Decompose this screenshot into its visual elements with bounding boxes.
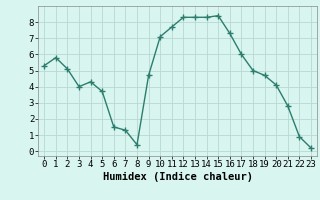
X-axis label: Humidex (Indice chaleur): Humidex (Indice chaleur) <box>103 172 252 182</box>
